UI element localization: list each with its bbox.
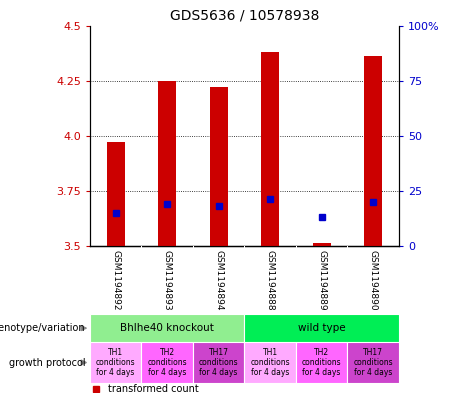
Bar xyxy=(90,342,142,383)
Bar xyxy=(244,342,296,383)
Text: TH1
conditions
for 4 days: TH1 conditions for 4 days xyxy=(96,348,136,377)
Text: TH2
conditions
for 4 days: TH2 conditions for 4 days xyxy=(148,348,187,377)
Text: growth protocol: growth protocol xyxy=(9,358,85,367)
Text: GSM1194888: GSM1194888 xyxy=(266,250,275,310)
Bar xyxy=(244,246,245,314)
Bar xyxy=(193,342,244,383)
Text: GSM1194890: GSM1194890 xyxy=(368,250,378,310)
Text: TH2
conditions
for 4 days: TH2 conditions for 4 days xyxy=(302,348,341,377)
Bar xyxy=(158,81,176,246)
Bar xyxy=(193,246,194,314)
Bar xyxy=(347,246,349,314)
Bar xyxy=(296,342,347,383)
Bar xyxy=(142,342,193,383)
Bar xyxy=(244,314,399,342)
Bar xyxy=(313,243,331,246)
Text: TH17
conditions
for 4 days: TH17 conditions for 4 days xyxy=(353,348,393,377)
Text: wild type: wild type xyxy=(298,323,345,333)
Bar xyxy=(347,342,399,383)
Bar xyxy=(261,52,279,246)
Bar xyxy=(106,142,124,246)
Bar xyxy=(90,314,244,342)
Bar xyxy=(210,87,228,246)
Text: GSM1194894: GSM1194894 xyxy=(214,250,223,310)
Title: GDS5636 / 10578938: GDS5636 / 10578938 xyxy=(170,9,319,23)
Text: GSM1194893: GSM1194893 xyxy=(163,250,171,310)
Text: Bhlhe40 knockout: Bhlhe40 knockout xyxy=(120,323,214,333)
Text: TH1
conditions
for 4 days: TH1 conditions for 4 days xyxy=(250,348,290,377)
Text: GSM1194892: GSM1194892 xyxy=(111,250,120,310)
Text: genotype/variation: genotype/variation xyxy=(0,323,85,333)
Text: transformed count: transformed count xyxy=(108,384,199,393)
Text: TH17
conditions
for 4 days: TH17 conditions for 4 days xyxy=(199,348,238,377)
Bar xyxy=(364,56,382,246)
Text: GSM1194889: GSM1194889 xyxy=(317,250,326,310)
Bar xyxy=(296,246,297,314)
